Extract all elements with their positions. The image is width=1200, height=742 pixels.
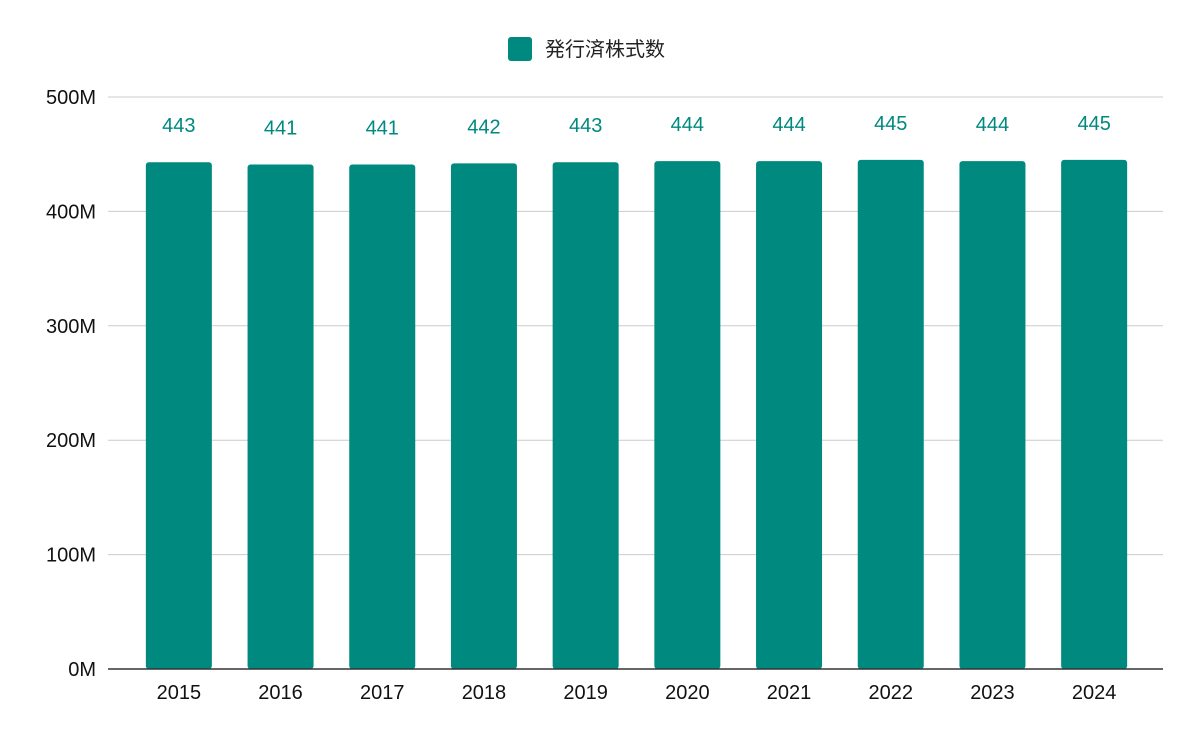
data-label-2024: 445 <box>1077 113 1110 135</box>
data-label-2015: 443 <box>162 115 195 137</box>
bar-2019 <box>552 162 619 669</box>
bar-2016 <box>247 164 314 669</box>
y-tick-label: 0M <box>68 659 96 681</box>
data-labels: 443 441 441 442 443 444 444 445 444 445 <box>162 113 1111 140</box>
y-tick-label: 400M <box>46 201 96 223</box>
legend-swatch <box>508 37 532 61</box>
data-label-2016: 441 <box>264 117 297 139</box>
legend-label: 発行済株式数 <box>545 37 665 61</box>
x-tick-label-2019: 2019 <box>563 682 608 704</box>
x-tick-label-2023: 2023 <box>970 682 1015 704</box>
y-axis: 0M 100M 200M 300M 400M 500M <box>46 87 96 681</box>
data-label-2023: 444 <box>976 114 1009 136</box>
data-label-2022: 445 <box>874 113 907 135</box>
x-tick-label-2024: 2024 <box>1072 682 1117 704</box>
data-label-2021: 444 <box>772 114 805 136</box>
bars <box>145 159 1128 670</box>
bar-2024 <box>1061 159 1128 670</box>
data-label-2019: 443 <box>569 115 602 137</box>
data-label-2018: 442 <box>467 116 500 138</box>
x-tick-label-2015: 2015 <box>157 682 202 704</box>
data-label-2017: 441 <box>366 117 399 139</box>
x-tick-label-2022: 2022 <box>869 682 914 704</box>
bar-2022 <box>857 159 924 670</box>
x-tick-label-2021: 2021 <box>767 682 812 704</box>
x-tick-label-2017: 2017 <box>360 682 405 704</box>
x-tick-label-2020: 2020 <box>665 682 710 704</box>
y-tick-label: 100M <box>46 545 96 567</box>
data-label-2020: 444 <box>671 114 704 136</box>
x-tick-label-2016: 2016 <box>258 682 303 704</box>
x-tick-label-2018: 2018 <box>462 682 507 704</box>
bar-2021 <box>756 161 823 669</box>
bar-2017 <box>349 164 416 669</box>
y-tick-label: 200M <box>46 430 96 452</box>
legend: 発行済株式数 <box>508 37 665 61</box>
bar-2023 <box>959 161 1026 669</box>
bar-2018 <box>450 163 517 670</box>
y-tick-label: 500M <box>46 87 96 109</box>
y-tick-label: 300M <box>46 316 96 338</box>
bar-2015 <box>145 162 212 669</box>
x-axis: 2015 2016 2017 2018 2019 2020 2021 2022 2023 2024 <box>108 668 1163 704</box>
bar-2020 <box>654 161 721 669</box>
